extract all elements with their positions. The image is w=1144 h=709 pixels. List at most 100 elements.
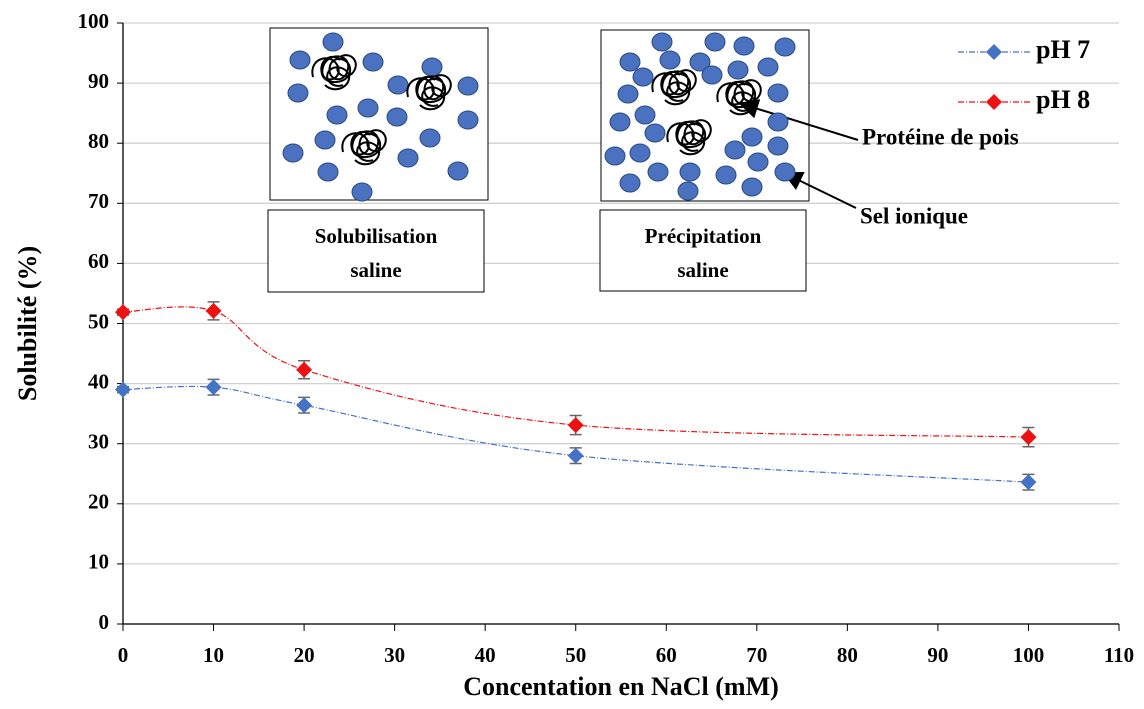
salt-ion <box>677 181 699 201</box>
salt-ion <box>314 130 336 150</box>
protein <box>666 119 712 156</box>
x-tick-label: 10 <box>203 643 224 667</box>
salt-ion <box>727 60 749 80</box>
y-tick-label: 30 <box>88 430 109 454</box>
protein <box>311 54 357 91</box>
marker <box>296 361 313 378</box>
salt-ion <box>617 84 639 104</box>
x-tick-label: 110 <box>1104 643 1134 667</box>
y-tick-label: 80 <box>88 129 109 153</box>
salt-ion <box>457 110 479 130</box>
salt-ion <box>741 177 763 197</box>
salt-ion <box>647 162 669 182</box>
inset-label: Précipitation <box>645 224 762 248</box>
x-tick-label: 50 <box>565 643 586 667</box>
y-axis-label: Solubilité (%) <box>13 246 42 401</box>
salt-ion <box>644 123 666 143</box>
y-tick-label: 50 <box>88 309 109 333</box>
x-tick-label: 100 <box>1013 643 1045 667</box>
x-tick-label: 30 <box>384 643 405 667</box>
annotation: Sel ionique <box>860 203 968 228</box>
arrow <box>738 99 859 141</box>
salt-ion <box>386 107 408 127</box>
y-tick-label: 70 <box>88 189 109 213</box>
plot: 0 10 20 30 40 50 60 70 80 90 100 0 10 20 30 40 50 60 70 80 9… <box>13 9 1134 701</box>
salt-ion <box>651 32 673 52</box>
salt-ion <box>387 75 409 95</box>
salt-ion <box>747 152 769 172</box>
salt-ion <box>767 112 789 132</box>
protein <box>716 79 762 116</box>
annotation: Protéine de pois <box>862 124 1019 149</box>
salt-ion <box>326 105 348 125</box>
salt-ion <box>351 182 373 202</box>
salt-ion <box>632 67 654 87</box>
salt-ion <box>629 143 651 163</box>
x-tick-label: 90 <box>927 643 948 667</box>
salt-ion <box>357 98 379 118</box>
salt-ion <box>619 52 641 72</box>
salt-ion <box>322 32 344 52</box>
inset-box <box>267 209 485 293</box>
legend-label: pH 7 <box>1036 35 1090 64</box>
y-tick-label: 40 <box>88 369 109 393</box>
salt-ion <box>704 32 726 52</box>
salt-ion <box>619 173 641 193</box>
salt-ion <box>767 136 789 156</box>
inset-label: saline <box>677 258 728 282</box>
protein <box>406 74 452 111</box>
marker <box>1020 474 1037 491</box>
y-tick-label: 20 <box>88 490 109 514</box>
marker <box>567 447 584 464</box>
salt-ion <box>689 52 711 72</box>
marker <box>115 381 131 398</box>
x-tick-label: 80 <box>837 643 858 667</box>
y-tick-label: 60 <box>88 249 109 273</box>
salt-ion <box>715 165 737 185</box>
y-tick-label: 10 <box>88 550 109 574</box>
y-tick-label: 0 <box>99 610 110 634</box>
x-tick-label: 40 <box>475 643 496 667</box>
legend-marker <box>986 44 1002 60</box>
marker <box>1020 429 1037 446</box>
salt-ion <box>609 112 631 132</box>
x-axis-label: Concentation en NaCl (mM) <box>463 672 779 701</box>
arrow <box>782 171 857 209</box>
y-tick-label: 100 <box>78 9 110 33</box>
protein <box>651 69 697 106</box>
marker <box>567 417 584 434</box>
marker <box>115 304 131 321</box>
x-tick-label: 70 <box>746 643 767 667</box>
salt-ion <box>757 57 779 77</box>
salt-ion <box>724 140 746 160</box>
salt-ion <box>634 105 656 125</box>
x-tick-label: 0 <box>118 643 129 667</box>
legend-label: pH 8 <box>1036 85 1090 114</box>
y-tick-label: 90 <box>88 69 109 93</box>
inset-label: saline <box>350 258 401 282</box>
salt-ion <box>362 52 384 72</box>
salt-ion <box>767 83 789 103</box>
x-tick-label: 60 <box>656 643 677 667</box>
salt-ion <box>774 162 796 182</box>
marker <box>205 302 222 319</box>
inset-box <box>599 209 807 292</box>
salt-ion <box>733 36 755 56</box>
protein <box>341 129 387 166</box>
salt-ion <box>679 162 701 182</box>
insets: Solubilisation saline Précipitation sali… <box>267 27 1019 293</box>
salt-ion <box>317 162 339 182</box>
salt-ion <box>447 161 469 181</box>
salt-ion <box>457 76 479 96</box>
salt-ion <box>282 143 304 163</box>
salt-ion <box>419 128 441 148</box>
salt-ion <box>397 148 419 168</box>
salt-ion <box>604 146 626 166</box>
salt-ion <box>421 57 443 77</box>
salt-ion <box>774 37 796 57</box>
salt-ion <box>741 127 763 147</box>
x-tick-label: 20 <box>294 643 315 667</box>
salt-ion <box>287 83 309 103</box>
inset-label: Solubilisation <box>315 224 438 248</box>
